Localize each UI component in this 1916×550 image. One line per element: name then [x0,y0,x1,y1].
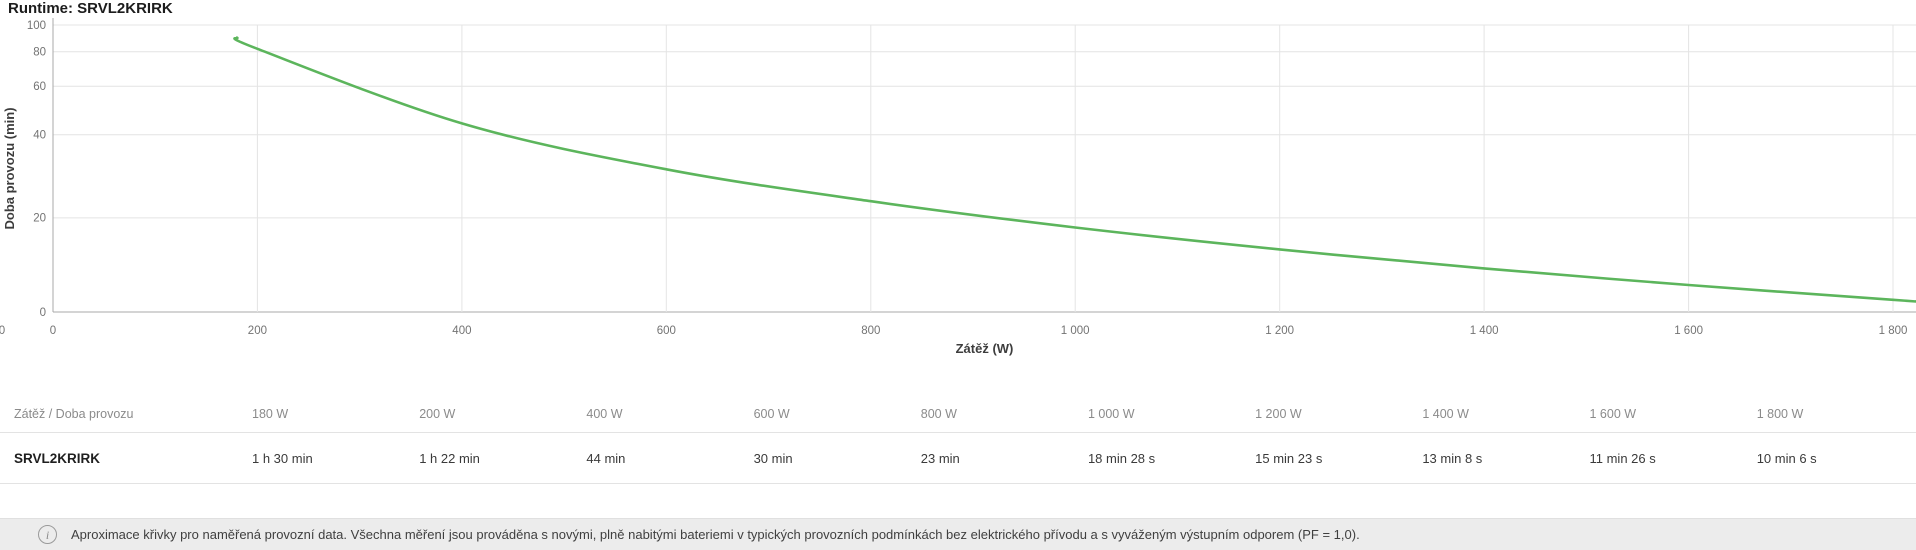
runtime-cell-1600w: 11 min 26 s [1581,432,1749,484]
header-cell-200w: 200 W [411,396,579,433]
runtime-cell-800w: 23 min [912,432,1080,484]
x-tick-label: 400 [452,325,471,337]
runtime-cell-600w: 30 min [745,432,913,484]
header-cell-1600w: 1 600 W [1581,396,1749,433]
y-tick-label: 100 [27,20,46,32]
header-cell-1200w: 1 200 W [1247,396,1415,433]
x-tick-label: 1 400 [1470,325,1499,337]
x-tick-label: 1 600 [1674,325,1703,337]
runtime-cell-1400w: 13 min 8 s [1414,432,1582,484]
x-tick-label: 200 [248,325,267,337]
y-axis-title: Doba provozu (min) [2,107,17,229]
runtime-cell-200w: 1 h 22 min [411,432,579,484]
x-tick-label: 1 200 [1265,325,1294,337]
model-name-cell: SRVL2KRIRK [0,432,244,484]
y-tick-label: 60 [33,81,46,93]
runtime-table: Zátěž / Doba provozu 180 W 200 W 400 W 6… [0,396,1916,484]
x-axis-edge-tick-label: 0 [0,325,5,337]
runtime-curve [233,36,1916,303]
runtime-cell-400w: 44 min [578,432,746,484]
page-title: Runtime: SRVL2KRIRK [8,0,173,17]
x-tick-label: 800 [861,325,880,337]
y-tick-label: 40 [33,130,46,142]
info-icon: i [38,525,57,544]
runtime-cell-1800w: 10 min 6 s [1748,432,1916,484]
header-cell-label: Zátěž / Doba provozu [0,396,244,433]
header-cell-400w: 400 W [578,396,746,433]
header-cell-1000w: 1 000 W [1079,396,1248,433]
runtime-cell-1200w: 15 min 23 s [1247,432,1415,484]
header-cell-1400w: 1 400 W [1414,396,1582,433]
runtime-cell-1000w: 18 min 28 s [1079,432,1248,484]
y-tick-label: 80 [33,47,46,59]
header-cell-600w: 600 W [745,396,913,433]
x-tick-label: 600 [657,325,676,337]
x-tick-label: 0 [50,325,56,337]
header-cell-1800w: 1 800 W [1748,396,1916,433]
header-cell-180w: 180 W [244,396,412,433]
header-cell-800w: 800 W [912,396,1080,433]
note-text: Aproximace křivky pro naměřená provozní … [71,527,1360,542]
y-tick-label: 20 [33,213,46,225]
runtime-chart[interactable]: 0 20 40 60 80 100 0 200 400 600 800 1 000 1 200 1 400… [0,0,1916,380]
table-row: SRVL2KRIRK 1 h 30 min 1 h 22 min 44 min … [0,432,1916,484]
x-tick-label: 1 800 [1879,325,1908,337]
runtime-cell-180w: 1 h 30 min [244,432,412,484]
note-bar: i Aproximace křivky pro naměřená provozn… [0,518,1916,550]
table-header-row: Zátěž / Doba provozu 180 W 200 W 400 W 6… [0,396,1916,433]
y-tick-label: 0 [40,307,46,319]
x-tick-label: 1 000 [1061,325,1090,337]
x-axis-title: Zátěž (W) [956,341,1014,356]
